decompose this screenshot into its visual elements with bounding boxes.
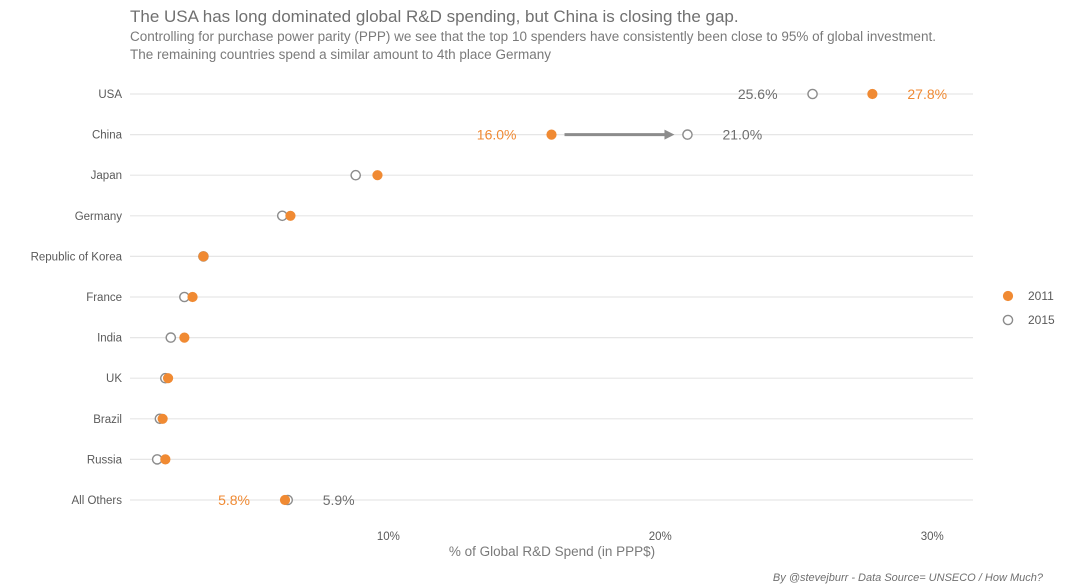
point-2015-india — [165, 332, 177, 343]
legend-label-2015: 2015 — [1028, 313, 1055, 327]
point-2011-russia — [160, 454, 171, 465]
x-axis-ticks: 10% 20% 30% — [377, 531, 944, 543]
category-label-republic-of-korea: Republic of Korea — [31, 251, 123, 263]
point-2011-japan — [372, 170, 383, 181]
x-tick-label-30: 30% — [921, 531, 944, 543]
x-tick-label-10: 10% — [377, 531, 400, 543]
point-2011-france — [187, 291, 198, 303]
legend-label-2011: 2011 — [1028, 289, 1054, 303]
point-2011-all-others — [279, 494, 291, 506]
annotation-china-2011: 16.0% — [477, 127, 517, 143]
point-2011-brazil — [157, 413, 168, 424]
point-2011-india — [179, 332, 190, 343]
annotation-usa-2011: 27.8% — [907, 86, 947, 102]
x-axis-title: % of Global R&D Spend (in PPP$) — [449, 544, 655, 559]
category-label-japan: Japan — [91, 170, 122, 182]
category-label-all-others: All Others — [72, 495, 123, 507]
x-tick-label-20: 20% — [649, 531, 672, 543]
category-label-russia: Russia — [87, 454, 123, 466]
category-label-india: India — [97, 333, 123, 345]
chart-title: The USA has long dominated global R&D sp… — [130, 7, 739, 26]
point-2015-usa — [807, 88, 818, 100]
category-labels: USA China Japan Germany Republic of Korea Fra… — [31, 89, 123, 507]
annotation-usa-2015: 25.6% — [738, 86, 778, 102]
chart-subtitle-line-2: The remaining countries spend a similar … — [130, 47, 551, 62]
legend: 2011 2015 — [1002, 289, 1055, 327]
legend-marker-2011 — [1002, 290, 1014, 302]
point-2015-china — [682, 129, 693, 140]
chart-subtitle-line-1: Controlling for purchase power parity (P… — [130, 29, 936, 44]
category-label-germany: Germany — [75, 211, 123, 223]
change-arrows — [564, 129, 675, 140]
caption: By @stevejburr - Data Source= UNSECO / H… — [773, 572, 1044, 584]
category-label-uk: UK — [106, 373, 122, 385]
data-annotations: 25.6% 27.8% 16.0% 21.0% 5.8% 5.9% — [218, 86, 947, 508]
category-label-usa: USA — [98, 89, 122, 101]
category-label-china: China — [92, 130, 123, 142]
annotation-all-others-2011: 5.8% — [218, 492, 250, 508]
point-2011-china — [546, 129, 557, 140]
point-2011-germany — [285, 210, 296, 221]
legend-marker-2015 — [1002, 314, 1014, 326]
annotation-china-2015: 21.0% — [722, 127, 762, 143]
point-2011-uk — [162, 373, 174, 384]
gridlines — [130, 93, 973, 501]
category-label-france: France — [86, 292, 122, 304]
arrow-head-china — [664, 129, 675, 140]
point-2011-republic-of-korea — [198, 251, 209, 262]
data-points — [151, 88, 878, 506]
point-2015-japan — [350, 169, 362, 181]
point-2011-usa — [867, 88, 878, 100]
category-label-brazil: Brazil — [93, 414, 122, 426]
annotation-all-others-2015: 5.9% — [323, 492, 355, 508]
